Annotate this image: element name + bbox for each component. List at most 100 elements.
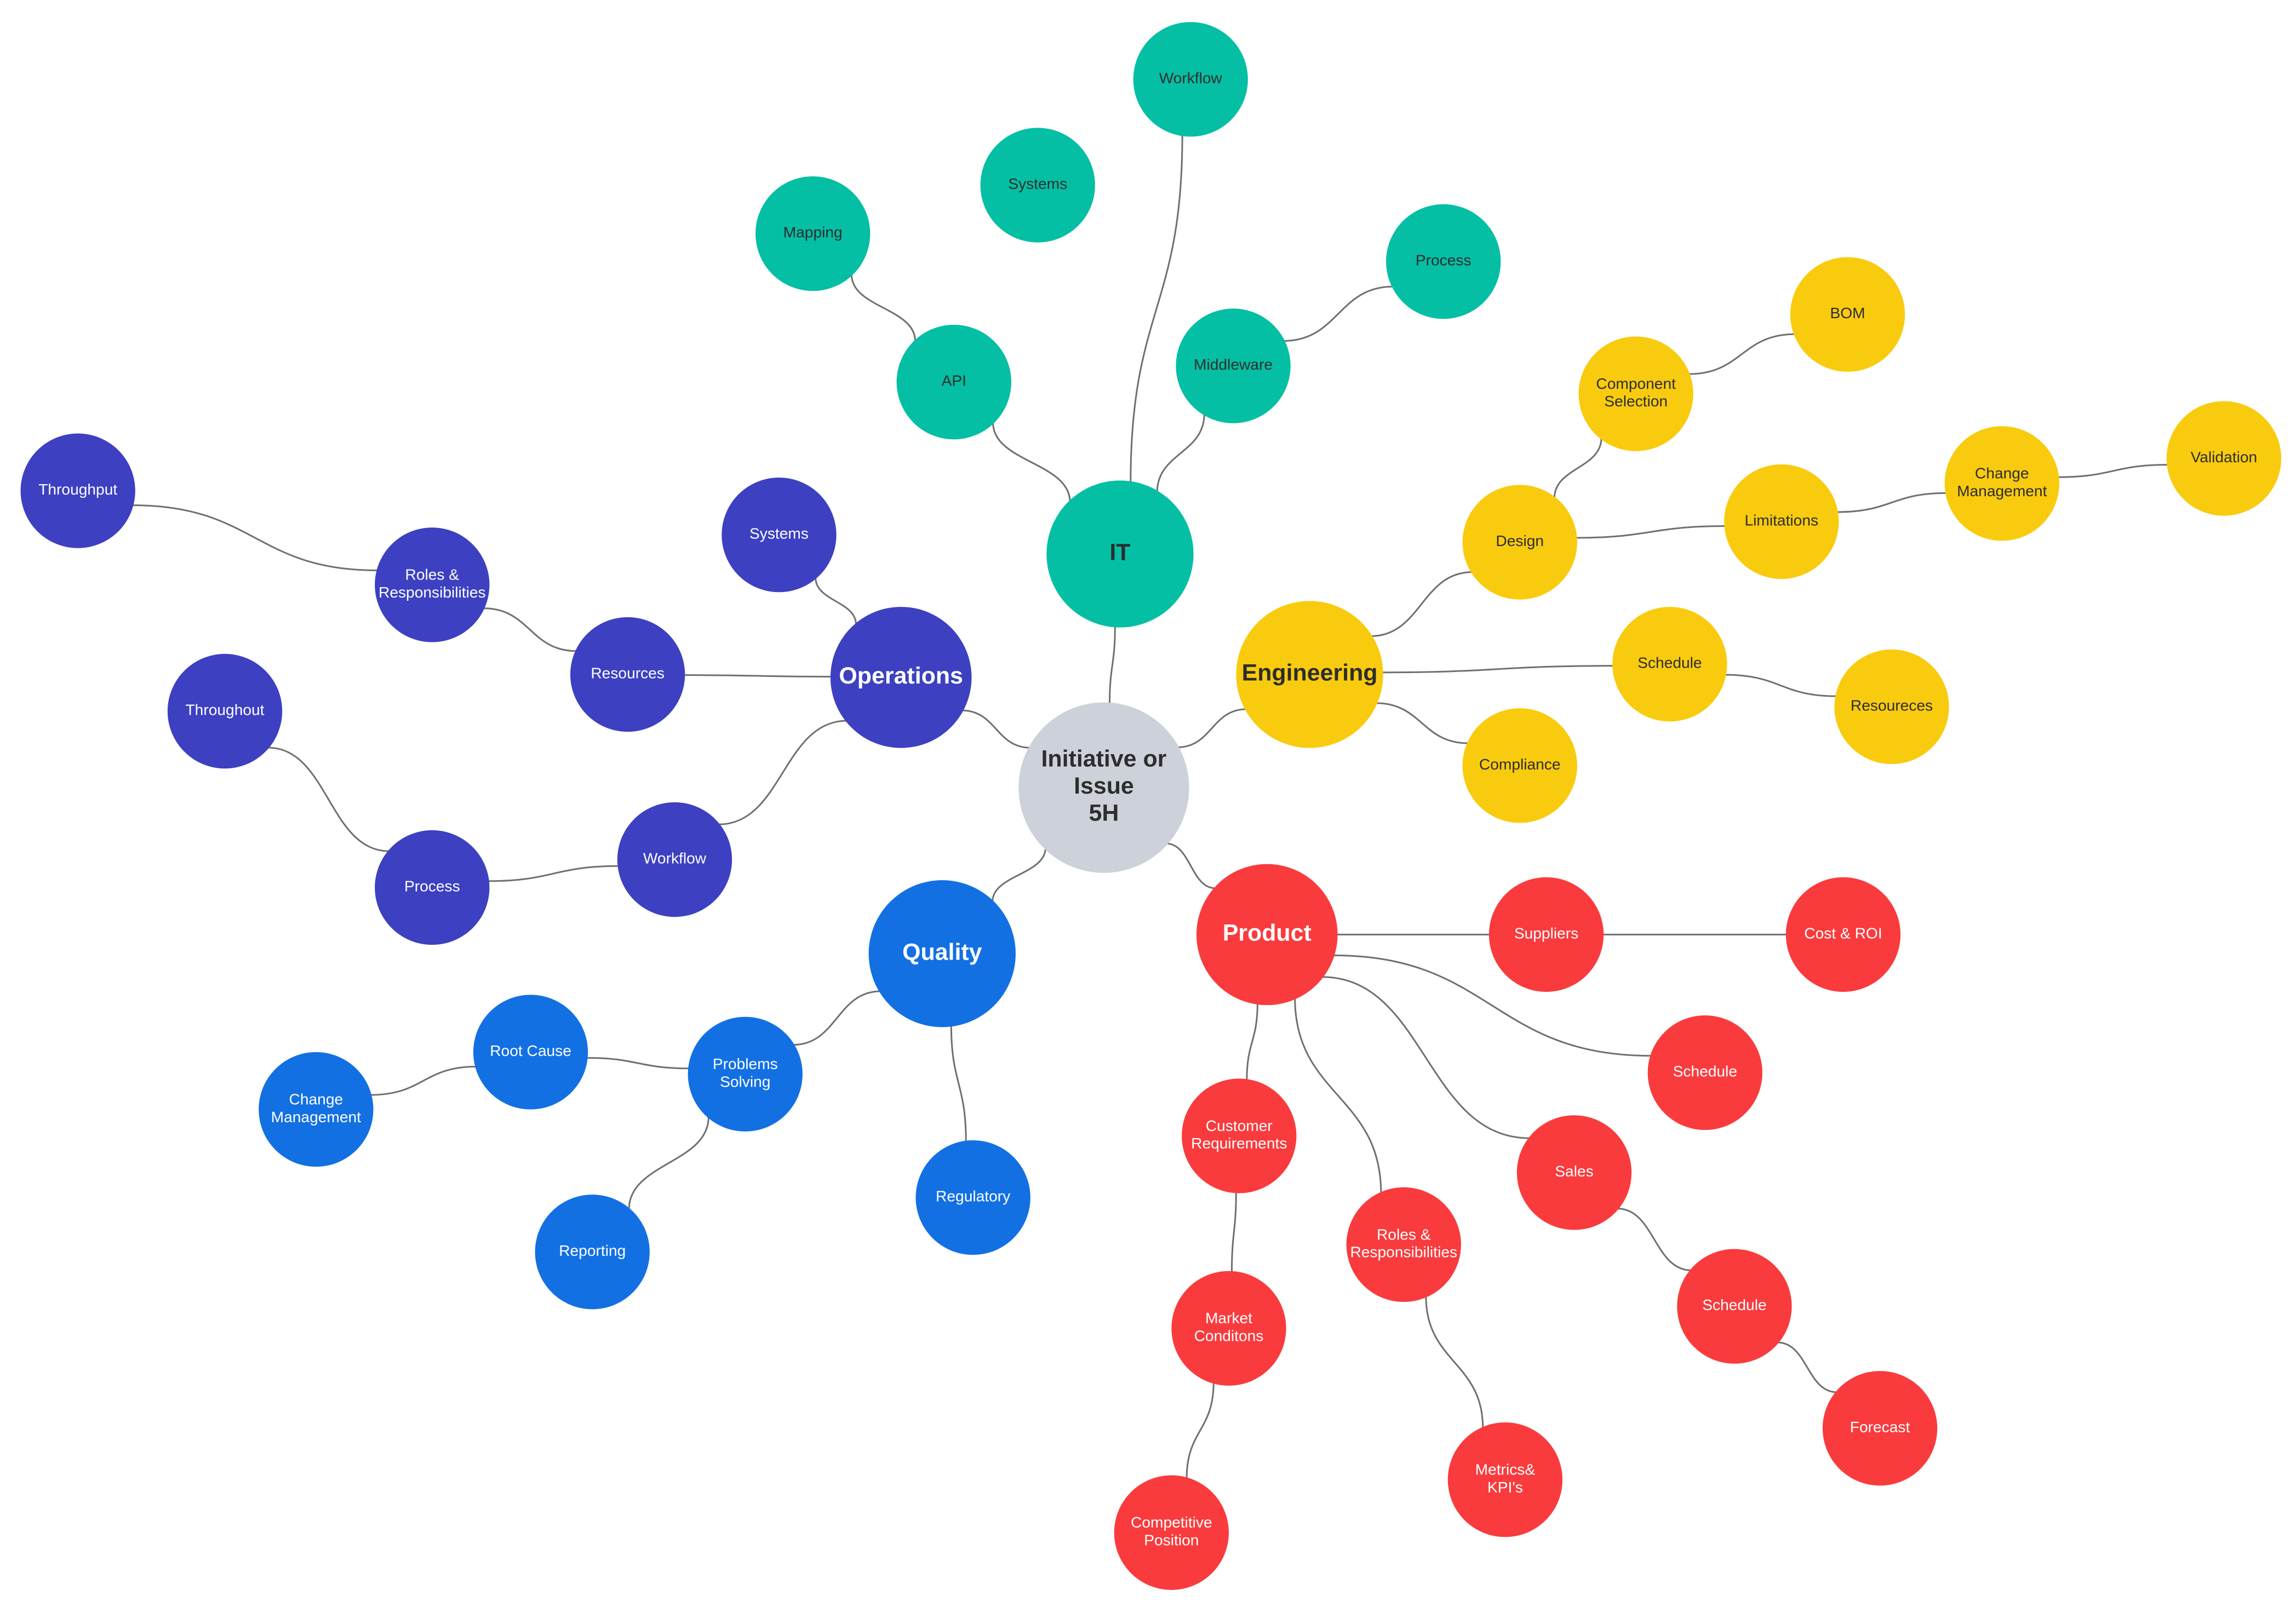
node-circle-it-workflow — [1133, 22, 1248, 137]
connector-center-to-engineering — [1177, 708, 1247, 749]
node-label-line: Mapping — [783, 223, 843, 241]
node-label-line: Issue — [1074, 773, 1134, 799]
node-label-line: Suppliers — [1514, 924, 1578, 942]
connector-quality-to-q-regulatory — [950, 1025, 967, 1142]
node-eng-validation[interactable]: Validation — [2166, 401, 2282, 516]
node-prod-cost[interactable]: Cost & ROI — [1785, 877, 1901, 992]
node-label-line: Middleware — [1194, 356, 1273, 374]
connector-eng-design-to-eng-component — [1553, 438, 1602, 498]
connector-q-rootcause-to-q-change — [370, 1065, 477, 1096]
node-prod-schedule1[interactable]: Schedule — [1647, 1015, 1762, 1130]
node-ops-resources[interactable]: Resources — [570, 617, 685, 732]
node-eng-limitations[interactable]: Limitations — [1724, 464, 1839, 579]
node-label-it-api: API — [942, 372, 966, 389]
node-eng-compliance[interactable]: Compliance — [1462, 708, 1577, 823]
node-label-line: Resoureces — [1851, 697, 1933, 714]
node-label-prod-competitive: Competitive Position — [1131, 1514, 1212, 1549]
node-ops-roles[interactable]: Roles & Responsibilities — [375, 527, 490, 642]
connector-it-api-to-it-mapping — [850, 274, 917, 342]
node-center[interactable]: Initiative or Issue 5H — [1018, 702, 1189, 873]
connector-it-to-it-workflow — [1130, 135, 1183, 483]
node-quality[interactable]: Quality — [868, 880, 1016, 1027]
node-circle-it-systems — [980, 128, 1095, 243]
node-it-workflow[interactable]: Workflow — [1133, 22, 1248, 137]
node-circle-q-rootcause — [473, 995, 588, 1110]
connector-it-to-it-api — [992, 422, 1071, 502]
node-q-regulatory[interactable]: Regulatory — [915, 1140, 1030, 1255]
node-label-line: API — [942, 372, 966, 389]
node-it-process[interactable]: Process — [1386, 204, 1501, 319]
node-q-problems[interactable]: Problems Solving — [688, 1017, 803, 1132]
node-circle-ops-resources — [570, 617, 685, 732]
node-it-systems[interactable]: Systems — [980, 128, 1095, 243]
node-circle-center — [1018, 702, 1189, 873]
node-label-line: Market — [1205, 1310, 1252, 1327]
node-prod-market[interactable]: Market Conditons — [1171, 1271, 1286, 1386]
node-label-line: Quality — [902, 939, 982, 966]
node-operations[interactable]: Operations — [830, 607, 972, 748]
node-it-mapping[interactable]: Mapping — [755, 176, 871, 291]
node-q-rootcause[interactable]: Root Cause — [473, 995, 588, 1110]
node-label-q-regulatory: Regulatory — [936, 1187, 1011, 1205]
node-circle-prod-roles — [1346, 1187, 1461, 1302]
node-label-line: Solving — [720, 1073, 770, 1090]
node-ops-systems[interactable]: Systems — [722, 477, 837, 593]
node-label-center: Initiative or Issue 5H — [1041, 746, 1166, 826]
node-label-it-workflow: Workflow — [1159, 69, 1223, 87]
connector-eng-component-to-eng-bom — [1688, 333, 1795, 375]
node-label-q-reporting: Reporting — [559, 1242, 626, 1259]
connector-product-to-prod-sales — [1321, 976, 1530, 1139]
node-label-line: Change — [289, 1090, 343, 1108]
node-it-api[interactable]: API — [896, 324, 1011, 440]
node-eng-schedule[interactable]: Schedule — [1612, 607, 1727, 722]
node-eng-change[interactable]: Change Management — [1944, 426, 2059, 541]
node-ops-throughput[interactable]: Throughput — [20, 433, 135, 548]
node-label-line: 5H — [1089, 800, 1119, 826]
node-label-line: Schedule — [1673, 1063, 1737, 1080]
node-label-line: Systems — [749, 525, 809, 542]
node-label-line: Requirements — [1191, 1135, 1287, 1152]
node-prod-suppliers[interactable]: Suppliers — [1488, 877, 1604, 992]
node-label-eng-design: Design — [1496, 532, 1544, 549]
node-circle-prod-competitive — [1114, 1475, 1229, 1590]
node-label-line: Regulatory — [936, 1187, 1011, 1205]
node-label-line: BOM — [1830, 305, 1865, 322]
connector-eng-schedule-to-eng-resoureces — [1725, 674, 1837, 697]
connector-quality-to-q-problems — [793, 990, 881, 1046]
node-product[interactable]: Product — [1196, 864, 1338, 1006]
node-label-line: Workflow — [1159, 69, 1223, 87]
node-prod-customer[interactable]: Customer Requirements — [1182, 1078, 1297, 1193]
node-label-eng-bom: BOM — [1830, 305, 1865, 322]
node-circle-prod-metrics — [1447, 1422, 1563, 1537]
node-eng-component[interactable]: Component Selection — [1578, 336, 1693, 451]
node-prod-roles[interactable]: Roles & Responsibilities — [1346, 1187, 1461, 1302]
node-circle-q-problems — [688, 1017, 803, 1132]
node-label-it-mapping: Mapping — [783, 223, 843, 241]
node-eng-bom[interactable]: BOM — [1790, 257, 1905, 372]
node-label-it-middleware: Middleware — [1194, 356, 1273, 374]
node-eng-design[interactable]: Design — [1462, 485, 1577, 600]
node-it[interactable]: IT — [1046, 480, 1194, 628]
node-prod-sales[interactable]: Sales — [1516, 1115, 1632, 1230]
node-ops-workflow[interactable]: Workflow — [617, 802, 732, 917]
node-prod-schedule2[interactable]: Schedule — [1677, 1249, 1792, 1364]
node-label-line: Metrics& — [1475, 1461, 1536, 1478]
node-ops-process[interactable]: Process — [375, 830, 490, 945]
node-ops-throughout[interactable]: Throughout — [167, 653, 283, 769]
node-label-it: IT — [1109, 539, 1130, 566]
node-circle-eng-validation — [2166, 401, 2282, 516]
node-prod-forecast[interactable]: Forecast — [1822, 1371, 1938, 1486]
node-label-line: Schedule — [1702, 1296, 1766, 1314]
node-prod-metrics[interactable]: Metrics& KPI's — [1447, 1422, 1563, 1537]
node-q-change[interactable]: Change Management — [259, 1052, 374, 1167]
node-eng-resoureces[interactable]: Resoureces — [1834, 649, 1949, 765]
node-engineering[interactable]: Engineering — [1236, 601, 1383, 748]
node-circle-q-regulatory — [915, 1140, 1030, 1255]
node-label-eng-change: Change Management — [1957, 464, 2047, 499]
connector-center-to-it — [1108, 625, 1116, 704]
node-it-middleware[interactable]: Middleware — [1176, 308, 1291, 423]
node-prod-competitive[interactable]: Competitive Position — [1114, 1475, 1229, 1590]
node-q-reporting[interactable]: Reporting — [535, 1194, 650, 1310]
node-label-ops-roles: Roles & Responsibilities — [379, 566, 486, 601]
